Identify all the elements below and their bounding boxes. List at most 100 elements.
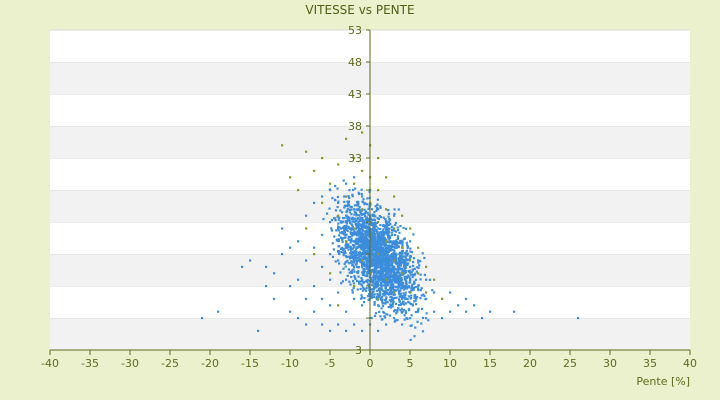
data-point [375,285,378,288]
data-point [407,274,410,277]
data-point [348,271,351,274]
data-point [360,245,363,248]
data-point [374,233,377,236]
data-point [403,271,407,275]
data-point [343,233,346,236]
data-point [433,278,436,281]
data-point [372,234,375,237]
data-point [392,268,395,272]
data-point [392,275,395,279]
data-point [341,280,345,283]
data-point [358,228,361,231]
data-point [370,280,373,283]
data-point [396,308,399,312]
data-point [370,254,373,257]
data-point [387,237,390,240]
data-point [382,232,385,235]
data-point [349,227,352,230]
y-tick-label: 48 [348,56,362,69]
data-point [350,213,353,216]
data-point [386,240,390,243]
data-point [417,309,420,312]
data-point [390,226,393,229]
data-point [380,286,383,289]
data-point [373,284,376,287]
data-point [357,222,361,226]
data-point [385,243,388,247]
data-point [354,187,357,190]
data-point [372,270,375,273]
data-point [363,269,366,272]
data-point [371,222,374,225]
data-point [366,278,369,282]
data-point [409,291,412,294]
data-point [372,230,375,233]
data-point [353,210,356,213]
data-point [351,291,354,294]
data-point [397,306,400,310]
data-point [388,265,391,268]
data-point [347,200,350,203]
data-point [392,248,395,251]
data-point [356,246,359,249]
data-point [481,317,484,320]
data-point [325,212,329,215]
data-point [313,285,316,288]
data-point [405,250,408,253]
data-point [409,255,413,258]
data-point [346,259,349,263]
data-point [297,240,300,243]
data-point [395,312,398,315]
data-point [381,263,384,266]
data-point [367,264,370,267]
data-point [399,264,402,267]
data-point [372,247,375,250]
data-point [410,271,413,274]
data-point [400,310,403,313]
data-point [375,275,378,278]
data-point [409,273,412,276]
data-point [357,191,360,194]
data-point [412,257,415,260]
data-point [351,193,354,196]
data-point [413,281,416,284]
data-point [417,289,420,292]
data-point [363,219,366,222]
data-point [356,217,360,220]
data-point [377,285,380,288]
data-point [384,255,387,258]
data-point [371,251,374,254]
data-point [341,240,344,243]
data-point [400,295,403,299]
data-point [353,276,357,279]
data-point [401,310,404,313]
data-point [371,259,374,262]
data-point [364,264,368,267]
data-point [423,294,426,298]
data-point [345,240,348,243]
data-point [334,219,337,222]
data-point [397,271,401,274]
data-point [391,296,394,299]
data-point [345,195,348,198]
data-point [381,264,384,267]
data-point [397,257,400,260]
data-point [388,263,391,266]
data-point [414,310,417,314]
data-point [349,251,352,255]
data-point [376,292,379,296]
data-point [336,225,340,228]
data-point [355,227,358,230]
data-point [353,250,357,253]
data-point [361,266,364,269]
data-point [362,229,365,232]
data-point [391,287,395,290]
data-point [359,247,363,250]
data-point [353,255,356,258]
data-point [405,280,408,283]
data-point [419,289,422,292]
data-point [337,238,340,241]
data-point [397,285,400,288]
series-layer [201,131,580,341]
data-point [354,256,357,259]
